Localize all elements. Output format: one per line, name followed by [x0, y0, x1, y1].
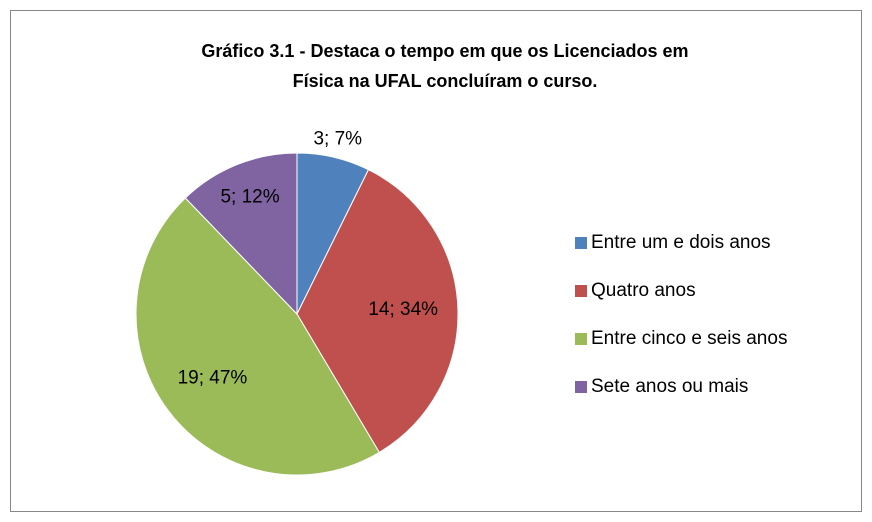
legend-label: Entre um e dois anos: [591, 232, 771, 253]
data-label: 3; 7%: [313, 129, 362, 150]
data-label: 19; 47%: [178, 367, 248, 388]
legend-label: Sete anos ou mais: [591, 376, 748, 397]
pie-slice: [184, 152, 298, 316]
chart-title: Gráfico 3.1 - Destaca o tempo em que os …: [201, 41, 689, 91]
data-label: 5; 12%: [220, 187, 279, 208]
legend-label: Entre cinco e seis anos: [591, 328, 787, 349]
legend-swatch: [575, 333, 587, 345]
pie-slice: [296, 169, 459, 454]
legend-label: Quatro anos: [591, 280, 696, 301]
pie-slice: [135, 197, 380, 476]
legend-swatch: [575, 285, 587, 297]
legend-swatch: [575, 381, 587, 393]
data-label: 14; 34%: [368, 299, 438, 320]
legend-swatch: [575, 237, 587, 249]
